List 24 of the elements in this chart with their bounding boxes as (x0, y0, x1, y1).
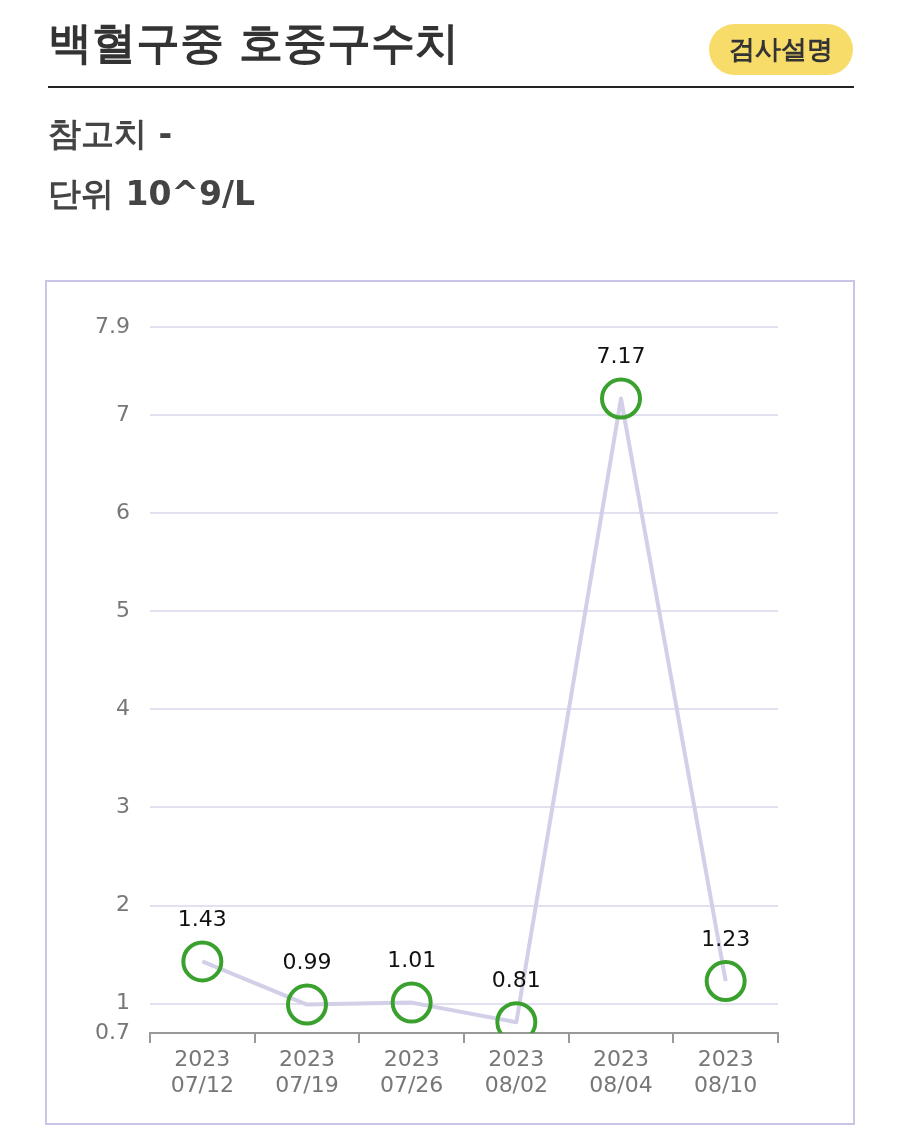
chart-title: 백혈구중 호중구수치 (48, 16, 460, 70)
y-tick-label: 7.9 (95, 312, 130, 338)
y-tick-label: 2 (116, 891, 130, 917)
data-label: 1.43 (177, 906, 227, 932)
y-tick-label: 3 (116, 793, 130, 819)
x-tick-label: 2023 08/10 (693, 1045, 758, 1098)
y-tick-label: 5 (116, 597, 130, 623)
y-tick-label: 4 (116, 695, 130, 721)
y-tick-label: 7 (116, 400, 130, 426)
y-tick-label: 1 (116, 989, 130, 1015)
data-label: 1.01 (387, 947, 437, 973)
data-label: 7.17 (596, 343, 646, 369)
x-tick-label: 2023 08/02 (484, 1045, 549, 1098)
x-tick-label: 2023 07/12 (170, 1045, 235, 1098)
y-tick-label: 0.7 (95, 1018, 130, 1044)
x-tick-label: 2023 07/19 (275, 1045, 339, 1098)
text: 검사설명 (709, 24, 853, 75)
data-label: 0.81 (491, 966, 541, 992)
x-tick-label: 2023 07/26 (379, 1045, 444, 1098)
data-label: 1.23 (701, 925, 751, 951)
y-tick-label: 6 (116, 499, 130, 525)
data-label: 0.99 (282, 949, 332, 975)
x-tick-label: 2023 08/04 (589, 1045, 653, 1098)
chart-subtitle: 참고치 - 단위 10^9/L (48, 113, 256, 215)
